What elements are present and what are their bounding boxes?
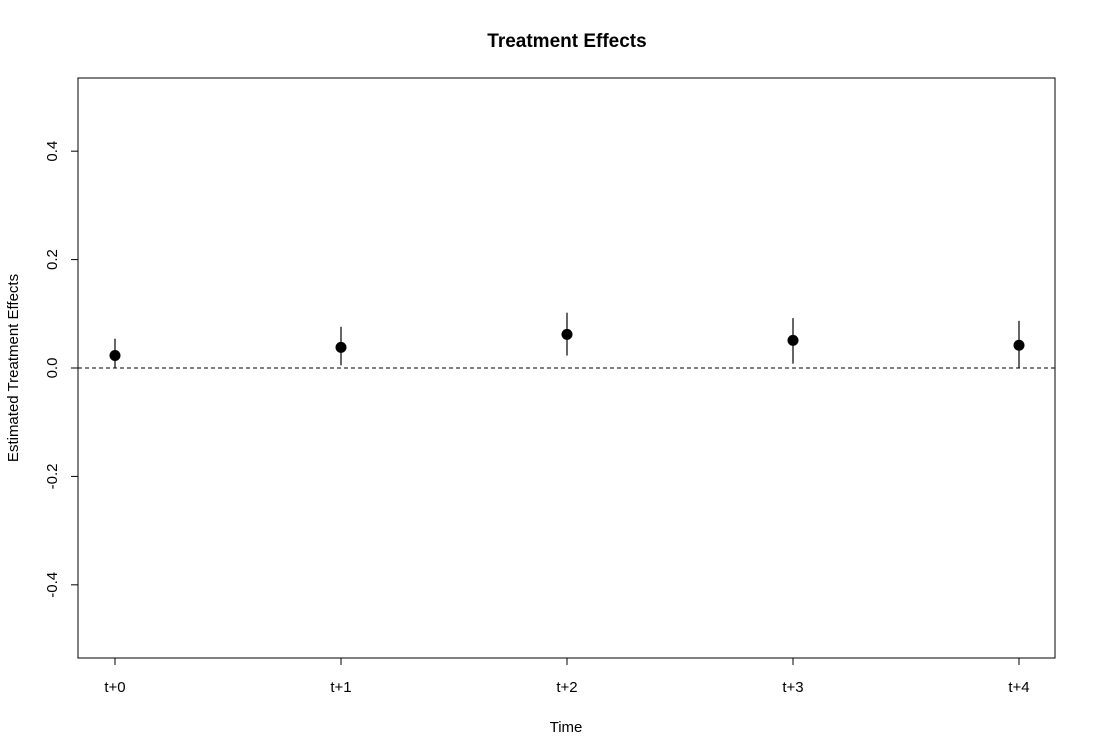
chart-title: Treatment Effects [487,31,646,52]
x-tick-label: t+2 [556,679,577,696]
x-tick-label: t+0 [104,679,125,696]
x-tick-label: t+1 [330,679,351,696]
confidence-intervals [114,312,1020,368]
estimate-point [561,328,573,340]
x-tick-label: t+4 [1008,679,1029,696]
estimate-point [1013,339,1025,351]
y-tick-label: 0.4 [44,141,61,162]
estimate-point [109,350,121,362]
y-axis: -0.4 -0.2 0.0 0.2 0.4 [44,141,78,598]
y-tick-label: 0.0 [44,358,61,379]
estimate-point [335,341,347,353]
estimate-point [787,334,799,346]
y-tick-label: -0.2 [44,463,61,489]
y-axis-label: Estimated Treatment Effects [5,274,22,462]
x-axis-label: Time [550,719,583,736]
y-tick-label: 0.2 [44,249,61,270]
estimate-points [109,328,1025,362]
y-tick-label: -0.4 [44,572,61,598]
x-tick-label: t+3 [782,679,803,696]
x-axis: t+0 t+1 t+2 t+3 t+4 [104,658,1030,696]
plot-frame [77,77,1056,659]
